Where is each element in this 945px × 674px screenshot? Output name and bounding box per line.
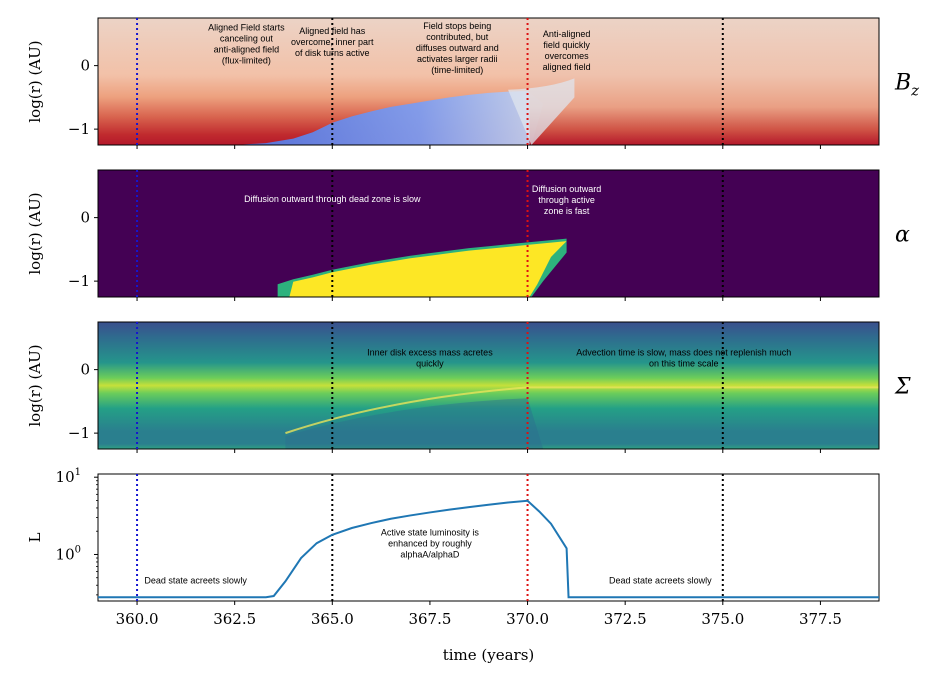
- annotation-text: Aligned field has overcome, inner part of …: [291, 26, 374, 58]
- sigma-mass-ridge: [285, 386, 879, 435]
- panel-2-frame: [97, 169, 880, 298]
- sigma-depleted-region: [285, 398, 544, 449]
- x-tick-label: 360.0: [116, 610, 159, 628]
- y-tick-label: −1: [68, 424, 90, 442]
- x-tick-label: 377.5: [799, 610, 842, 628]
- panel-symbol: Bz: [894, 71, 919, 100]
- annotation-text: Active state luminosity is enhanced by ro…: [381, 528, 480, 560]
- x-tick-label: 370.0: [506, 610, 549, 628]
- y-tick-label: 100: [56, 544, 81, 563]
- panel-1-frame: [97, 17, 880, 146]
- bz-aligned-field-region: [234, 91, 544, 145]
- annotation-text: Dead state acreets slowly: [144, 576, 247, 586]
- annotation-text: Advection time is slow, mass does not re…: [576, 348, 791, 369]
- vertical-lines: [136, 18, 724, 601]
- x-tick-label: 365.0: [311, 610, 354, 628]
- bz-transition-band: [508, 78, 575, 145]
- y-tick-label: 0: [80, 209, 90, 227]
- panel-3-frame: [97, 321, 880, 450]
- annotation-text: Aligned Field starts canceling out anti-al…: [208, 23, 285, 66]
- x-tick-label: 362.5: [213, 610, 256, 628]
- x-tick-label: 372.5: [604, 610, 647, 628]
- annotation-text: Anti-aligned field quickly overcomes aligne…: [543, 29, 591, 72]
- heatmap-layer: [98, 18, 879, 449]
- panel-4-frame: [97, 473, 880, 602]
- panel-symbol: α: [895, 223, 910, 248]
- y-tick-label: −1: [68, 272, 90, 290]
- panel-symbol: Σ: [894, 375, 911, 400]
- x-axis-label: time (years): [443, 646, 535, 664]
- panel-3-image: [98, 322, 879, 449]
- panel-2-image: [98, 170, 879, 297]
- luminosity-line-layer: [98, 499, 879, 599]
- sigma-background: [98, 322, 879, 449]
- y-tick-label: 0: [80, 361, 90, 379]
- panel-1-image: [98, 18, 879, 145]
- y-axis-label: log(r) (AU): [26, 344, 44, 426]
- annotations-layer: Aligned Field starts canceling out anti-al…: [144, 21, 791, 586]
- alpha-active-zone: [289, 241, 567, 297]
- x-tick-label: 367.5: [408, 610, 451, 628]
- y-tick-label: 101: [56, 467, 81, 486]
- bz-anti-aligned-region: [529, 18, 879, 145]
- y-axis-label: log(r) (AU): [26, 40, 44, 122]
- y-tick-label: 0: [80, 57, 90, 75]
- annotation-text: Inner disk excess mass acretes quickly: [367, 348, 493, 369]
- annotation-text: Diffusion outward through dead zone is s…: [244, 194, 421, 204]
- y-axis-label: L: [26, 532, 44, 542]
- y-axis-label: log(r) (AU): [26, 192, 44, 274]
- y-tick-label: −1: [68, 120, 90, 138]
- luminosity-line: [98, 499, 879, 599]
- axes-layer: 0 −1 log(r) (AU) Bz 0 −1 log(r) (AU) α 0 −1 log(r)…: [26, 17, 919, 664]
- annotation-text: Diffusion outward through active zone is f…: [532, 184, 601, 216]
- annotation-text: Field stops being contributed, but diffuse…: [416, 21, 499, 75]
- annotation-text: Dead state acreets slowly: [609, 576, 712, 586]
- x-tick-label: 375.0: [701, 610, 744, 628]
